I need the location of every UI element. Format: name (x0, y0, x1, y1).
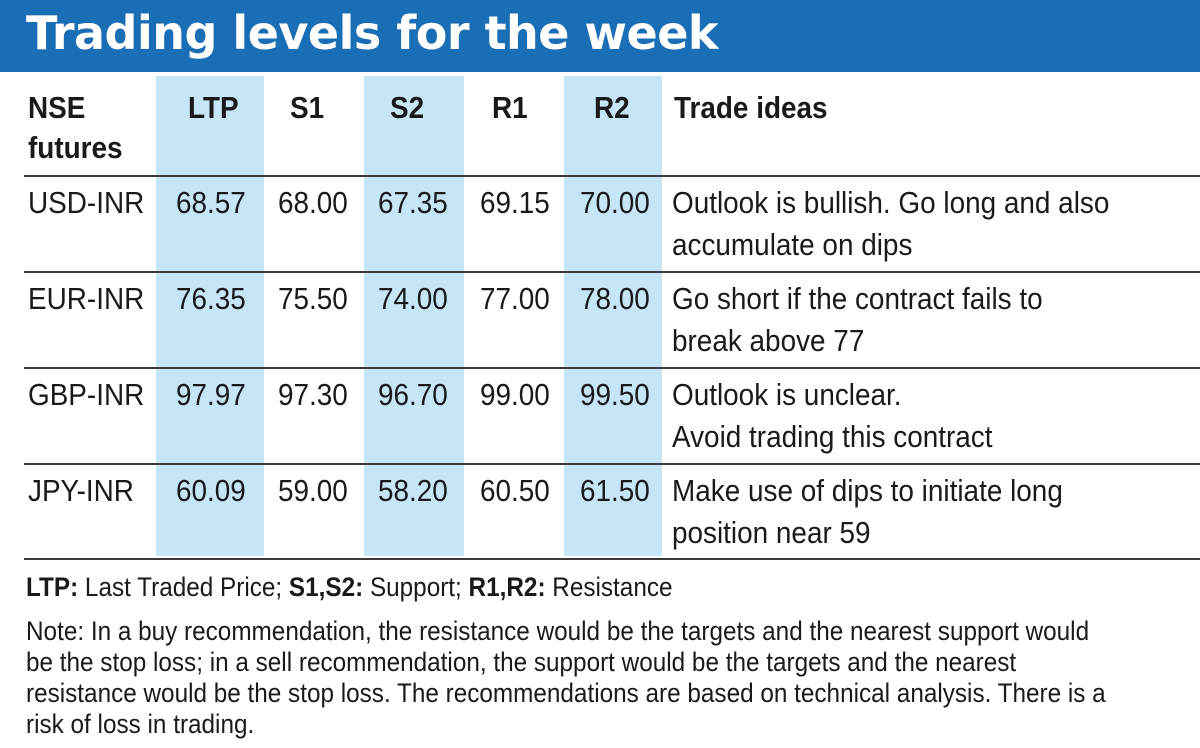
header-instrument-line2: futures (28, 130, 123, 165)
legend: LTP: Last Traded Price; S1,S2: Support; … (26, 572, 673, 603)
legend-resistance-key: R1,R2: (468, 572, 546, 602)
row-s1: 97.30 (278, 377, 348, 412)
row-idea-line2: position near 59 (672, 515, 871, 550)
row-idea-line1: Outlook is bullish. Go long and also (672, 185, 1110, 220)
header-s2: S2 (390, 90, 425, 125)
row-ltp: 76.35 (176, 281, 246, 316)
header-r2: R2 (594, 90, 630, 125)
row-divider (24, 175, 1200, 177)
header-ltp: LTP (188, 90, 239, 125)
row-ltp: 60.09 (176, 473, 246, 508)
legend-ltp-text: Last Traded Price; (78, 572, 289, 602)
row-idea-line2: accumulate on dips (672, 227, 913, 262)
header-s1: S1 (290, 90, 325, 125)
row-s1: 59.00 (278, 473, 348, 508)
row-s2: 74.00 (378, 281, 448, 316)
row-s2: 58.20 (378, 473, 448, 508)
row-r1: 60.50 (480, 473, 550, 508)
header-trade-ideas: Trade ideas (674, 90, 828, 125)
legend-support-text: Support; (363, 572, 469, 602)
row-name: JPY-INR (28, 473, 134, 508)
row-name: USD-INR (28, 185, 145, 220)
row-ltp: 68.57 (176, 185, 246, 220)
row-r2: 78.00 (580, 281, 650, 316)
disclaimer-note: Note: In a buy recommendation, the resis… (26, 616, 1106, 739)
page-title: Trading levels for the week (26, 6, 719, 60)
legend-support-key: S1,S2: (288, 572, 364, 602)
row-divider (24, 463, 1200, 465)
row-r2: 61.50 (580, 473, 650, 508)
ltp-column-shade (156, 76, 264, 556)
row-divider (24, 271, 1200, 273)
row-name: EUR-INR (28, 281, 145, 316)
row-r1: 99.00 (480, 377, 550, 412)
legend-ltp-key: LTP: (26, 572, 79, 602)
header-r1: R1 (492, 90, 528, 125)
row-idea-line1: Make use of dips to initiate long (672, 473, 1063, 508)
row-idea-line2: break above 77 (672, 323, 865, 358)
r2-column-shade (564, 76, 662, 556)
s2-column-shade (364, 76, 464, 556)
row-idea-line1: Go short if the contract fails to (672, 281, 1043, 316)
row-s1: 75.50 (278, 281, 348, 316)
row-s1: 68.00 (278, 185, 348, 220)
row-r2: 70.00 (580, 185, 650, 220)
row-s2: 96.70 (378, 377, 448, 412)
row-idea-line2: Avoid trading this contract (672, 419, 993, 454)
row-divider (24, 367, 1200, 369)
header-instrument-line1: NSE (28, 90, 86, 125)
legend-resistance-text: Resistance (545, 572, 673, 602)
row-name: GBP-INR (28, 377, 145, 412)
row-r1: 77.00 (480, 281, 550, 316)
title-bar: Trading levels for the week (0, 0, 1200, 72)
row-idea-line1: Outlook is unclear. (672, 377, 902, 412)
row-r2: 99.50 (580, 377, 650, 412)
table-bottom-rule (24, 558, 1200, 560)
row-ltp: 97.97 (176, 377, 246, 412)
row-r1: 69.15 (480, 185, 550, 220)
row-s2: 67.35 (378, 185, 448, 220)
